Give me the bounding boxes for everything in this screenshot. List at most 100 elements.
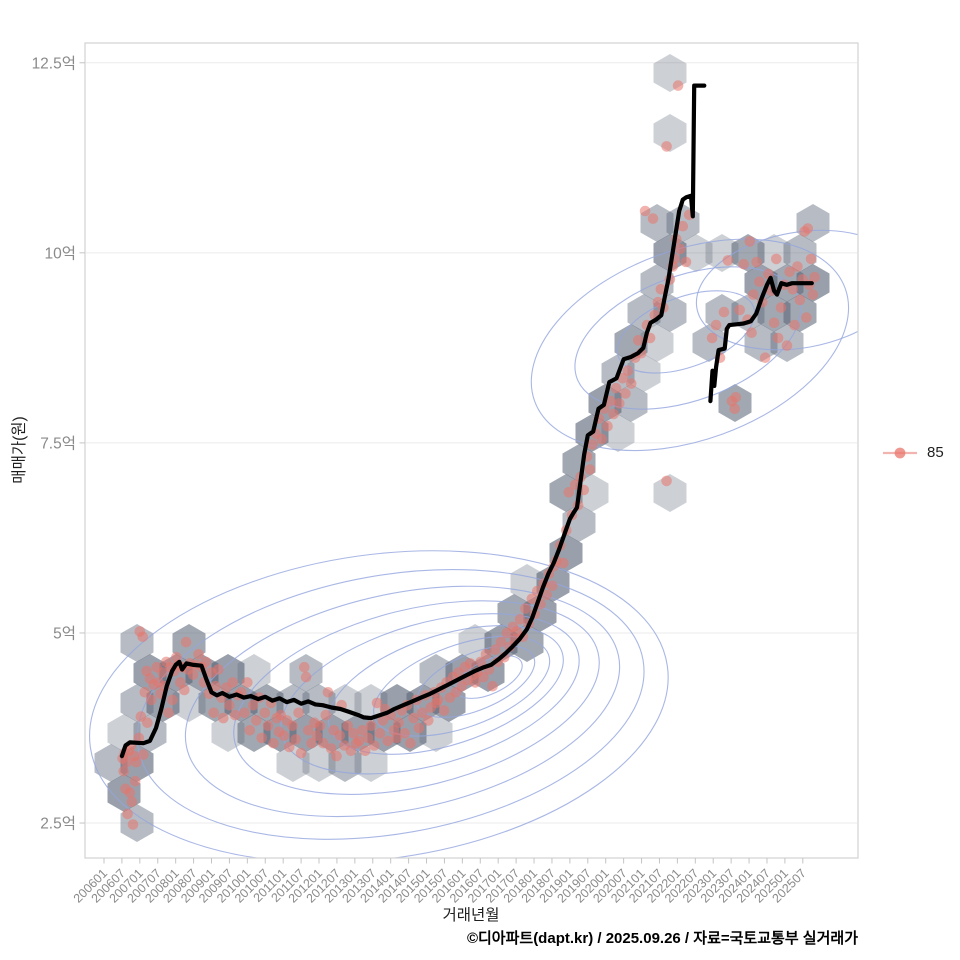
scatter-point bbox=[210, 680, 221, 692]
legend-point-icon bbox=[894, 447, 906, 458]
scatter-point bbox=[129, 775, 141, 787]
scatter-point bbox=[677, 220, 689, 232]
scatter-point bbox=[122, 808, 133, 820]
scatter-point bbox=[746, 327, 757, 339]
trend-line-layer bbox=[119, 83, 814, 759]
scatter-point bbox=[608, 408, 619, 420]
scatter-point bbox=[242, 677, 253, 688]
scatter-point bbox=[605, 395, 616, 407]
scatter-point bbox=[802, 223, 814, 234]
scatter-point bbox=[318, 737, 329, 749]
scatter-point bbox=[208, 707, 219, 719]
scatter-point bbox=[399, 728, 411, 739]
hex-bin bbox=[653, 114, 687, 152]
scatter-point bbox=[784, 266, 795, 278]
scatter-point bbox=[495, 636, 507, 648]
scatter-point bbox=[331, 750, 342, 762]
scatter-point bbox=[359, 745, 371, 757]
legend: 85 bbox=[882, 444, 944, 461]
scatter-point bbox=[639, 205, 651, 217]
scatter-point bbox=[193, 649, 204, 660]
source-caption: ©디아파트(dapt.kr) / 2025.09.26 / 자료=국토교통부 실… bbox=[466, 930, 858, 947]
scatter-point bbox=[772, 332, 784, 344]
hex-bin bbox=[757, 234, 791, 272]
scatter-point bbox=[368, 740, 380, 751]
scatter-point bbox=[775, 302, 787, 313]
scatter-point bbox=[377, 715, 389, 726]
scatter-point bbox=[127, 819, 139, 830]
scatter-point bbox=[374, 728, 386, 739]
scatter-point bbox=[342, 720, 354, 731]
scatter-point bbox=[391, 732, 403, 744]
contour-ellipse bbox=[616, 290, 756, 374]
scatter-point bbox=[290, 734, 302, 745]
hex-bin bbox=[302, 744, 336, 782]
scatter-point bbox=[744, 236, 756, 247]
scatter-point bbox=[547, 580, 558, 592]
scatter-point bbox=[787, 284, 799, 295]
contour-ellipse bbox=[233, 600, 600, 795]
trend-line-segment bbox=[119, 83, 707, 759]
scatter-point bbox=[218, 712, 229, 724]
scatter-point bbox=[306, 737, 317, 749]
scatter-point bbox=[722, 255, 734, 266]
scatter-point bbox=[118, 766, 129, 777]
scatter-point bbox=[738, 258, 749, 270]
scatter-point bbox=[596, 433, 608, 445]
scatter-point bbox=[674, 243, 686, 255]
scatter-point bbox=[480, 649, 492, 660]
scatter-point bbox=[303, 725, 314, 736]
scatter-point bbox=[229, 709, 241, 721]
scatter-point bbox=[563, 487, 575, 498]
scatter-point bbox=[794, 294, 806, 306]
scatter-point bbox=[314, 720, 326, 731]
hexbin-layer bbox=[94, 54, 830, 842]
scatter-point bbox=[432, 694, 444, 706]
contour-ellipse bbox=[415, 645, 536, 718]
legend-label: 85 bbox=[927, 444, 944, 461]
scatter-point bbox=[137, 631, 148, 643]
scatter-point bbox=[138, 749, 149, 760]
scatter-point bbox=[647, 213, 659, 224]
scatter-point bbox=[133, 732, 145, 744]
scatter-point bbox=[475, 656, 486, 668]
scatter-point bbox=[490, 644, 501, 655]
scatter-point bbox=[734, 304, 745, 316]
scatter-point bbox=[614, 398, 625, 409]
scatter-point bbox=[262, 720, 274, 731]
contour-ellipse bbox=[530, 238, 850, 452]
contour-ellipse bbox=[136, 569, 645, 840]
scatter-point bbox=[413, 722, 425, 734]
scatter-point bbox=[541, 589, 552, 601]
scatter-point bbox=[610, 382, 622, 394]
scatter-point bbox=[464, 658, 476, 669]
scatter-point bbox=[353, 735, 365, 747]
scatter-point bbox=[754, 276, 765, 288]
scatter-point bbox=[416, 707, 428, 719]
scatter-point bbox=[382, 735, 394, 747]
scatter-point bbox=[809, 271, 820, 283]
scatter-point bbox=[706, 332, 718, 344]
scatter-point bbox=[239, 707, 250, 719]
scatter-point bbox=[284, 741, 295, 753]
scatter-point bbox=[655, 284, 667, 295]
scatter-point bbox=[157, 667, 168, 678]
scatter-point bbox=[759, 352, 771, 364]
scatter-point bbox=[625, 378, 637, 389]
scatter-point bbox=[345, 745, 357, 757]
contour-ellipse bbox=[695, 229, 858, 351]
y-axis-title: 매매가(원) bbox=[11, 416, 28, 484]
scatter-point bbox=[620, 388, 631, 399]
scatter-point bbox=[130, 756, 142, 768]
y-tick-label: 5억 bbox=[53, 624, 76, 642]
y-tick-label: 10억 bbox=[44, 244, 76, 262]
scatter-point bbox=[139, 687, 151, 698]
scatter-point bbox=[805, 253, 817, 265]
scatter-point bbox=[730, 392, 742, 403]
plot-border bbox=[84, 42, 859, 859]
scatter-point bbox=[751, 256, 762, 268]
scatter-point bbox=[320, 709, 332, 721]
scatter-point bbox=[126, 796, 138, 807]
scatter-point bbox=[405, 737, 416, 749]
